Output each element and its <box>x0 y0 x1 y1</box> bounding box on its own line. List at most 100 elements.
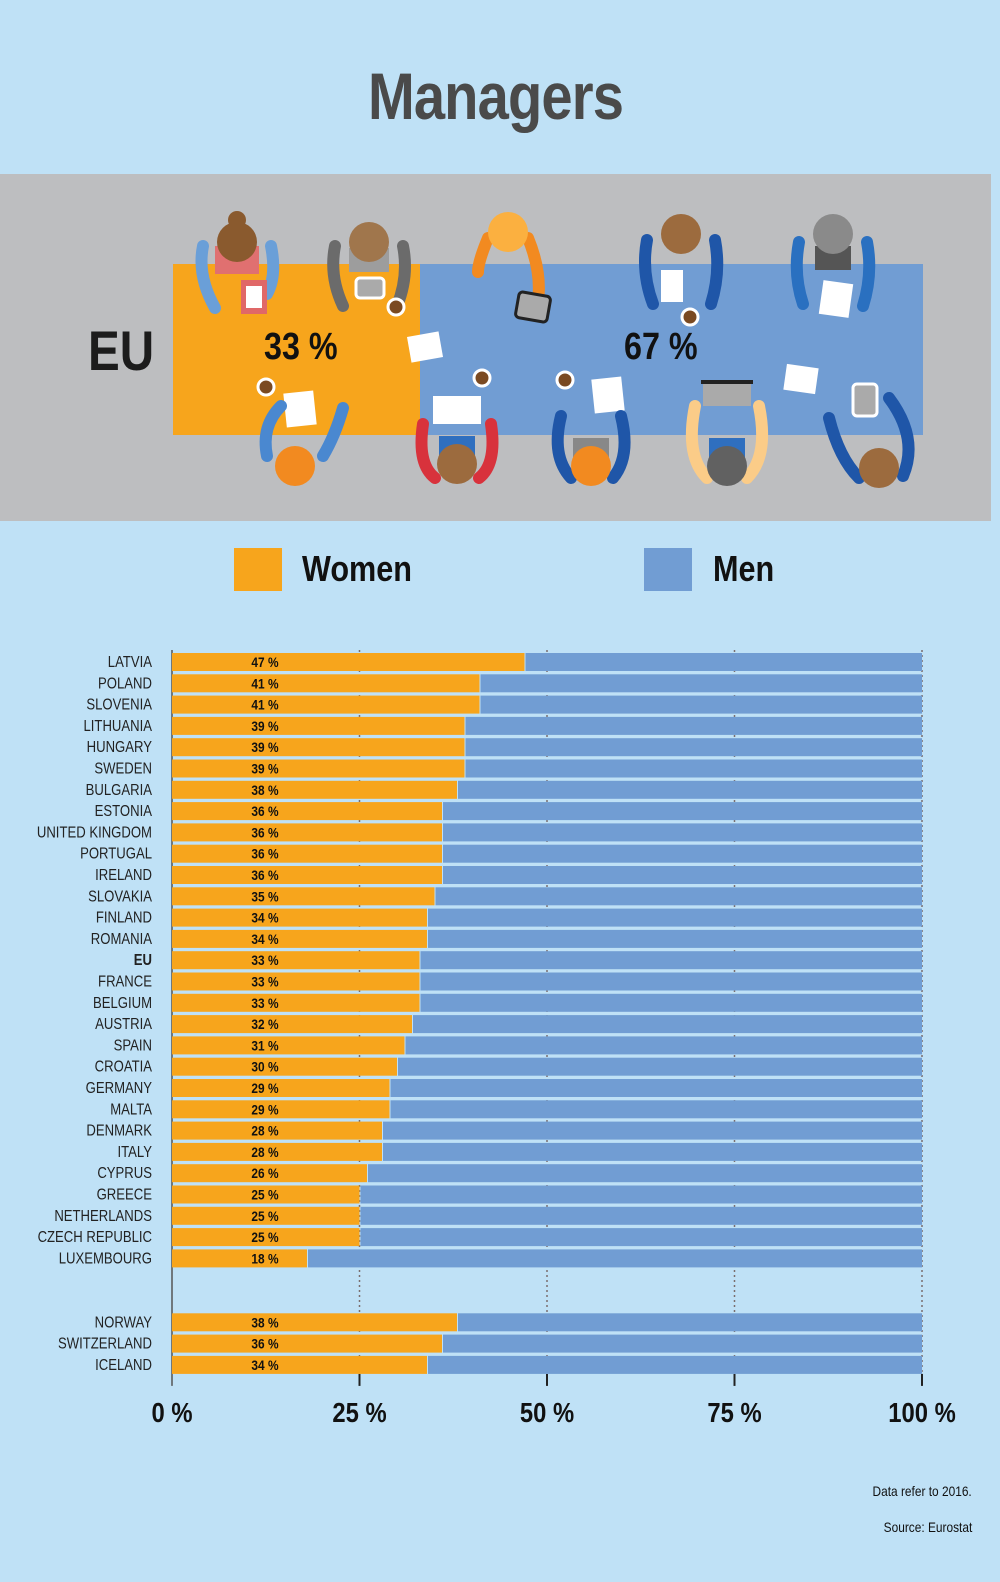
bar-women <box>172 738 465 757</box>
person-icon <box>415 418 499 484</box>
bar-women <box>172 929 427 948</box>
bar-men <box>390 1100 922 1119</box>
category-label: AUSTRIA <box>95 1016 152 1033</box>
document-icon <box>591 376 625 414</box>
chart-document-icon <box>783 363 819 395</box>
category-label: CZECH REPUBLIC <box>38 1229 152 1246</box>
category-label: ROMANIA <box>91 931 152 948</box>
laptop-icon <box>433 396 481 424</box>
data-label: 29 % <box>251 1101 279 1117</box>
person-icon <box>551 410 631 486</box>
bar-men <box>465 759 922 778</box>
bar-women <box>172 1206 360 1225</box>
category-label: NETHERLANDS <box>54 1208 152 1225</box>
eu-men-percentage: 67 % <box>624 326 698 368</box>
data-label: 29 % <box>251 1080 279 1096</box>
category-label: FINLAND <box>96 909 152 926</box>
data-label: 39 % <box>251 739 279 755</box>
data-label: 38 % <box>251 1314 279 1330</box>
data-label: 25 % <box>251 1187 279 1203</box>
bar-women <box>172 780 457 799</box>
data-label: 34 % <box>251 910 279 926</box>
person-icon <box>823 392 915 488</box>
data-label: 47 % <box>251 654 279 670</box>
category-label: SWITZERLAND <box>58 1335 152 1352</box>
data-label: 38 % <box>251 782 279 798</box>
bar-men <box>420 972 922 991</box>
bar-women <box>172 1355 427 1374</box>
legend-label-men: Men <box>713 548 775 589</box>
bar-women <box>172 866 442 884</box>
page-title: Managers <box>367 59 624 133</box>
data-label: 33 % <box>251 974 279 990</box>
bar-women <box>172 1313 457 1332</box>
legend-label-women: Women <box>302 548 412 589</box>
category-label: SLOVENIA <box>86 696 152 713</box>
bar-men <box>390 1079 922 1097</box>
category-label: BULGARIA <box>86 782 153 799</box>
coffee-cup-icon <box>386 297 406 317</box>
bar-women <box>172 716 465 735</box>
person-icon <box>790 214 876 312</box>
category-label: BELGIUM <box>93 995 152 1012</box>
category-label: PORTUGAL <box>80 846 152 863</box>
bar-men <box>428 908 922 927</box>
laptop-icon <box>703 384 751 406</box>
legend-swatch-men <box>644 548 692 591</box>
bar-men <box>360 1228 922 1247</box>
bar-women <box>172 972 420 991</box>
bar-women <box>172 844 442 863</box>
category-label: SLOVAKIA <box>88 888 152 905</box>
data-label: 36 % <box>251 1336 279 1352</box>
x-tick-label: 75 % <box>707 1396 761 1428</box>
bar-men <box>398 1057 922 1076</box>
bar-men <box>308 1249 922 1268</box>
bar-men <box>428 1355 922 1374</box>
footnote-source: Source: Eurostat <box>883 1519 972 1535</box>
coffee-cup-icon <box>680 307 700 327</box>
bar-men <box>383 1142 922 1161</box>
data-label: 28 % <box>251 1144 279 1160</box>
category-label: MALTA <box>110 1101 152 1118</box>
notepad-icon <box>661 270 683 302</box>
data-label: 32 % <box>251 1016 279 1032</box>
data-label: 36 % <box>251 846 279 862</box>
category-label: UNITED KINGDOM <box>37 824 152 841</box>
chart-document-icon <box>406 331 444 363</box>
bar-women <box>172 951 420 970</box>
data-label: 25 % <box>251 1229 279 1245</box>
category-label: LITHUANIA <box>83 718 152 735</box>
bar-men <box>443 1334 922 1353</box>
category-label: CYPRUS <box>97 1165 152 1182</box>
data-label: 18 % <box>251 1250 279 1266</box>
bar-men <box>443 844 922 863</box>
data-label: 30 % <box>251 1059 279 1075</box>
bar-women <box>172 1057 397 1076</box>
person-icon <box>685 400 769 486</box>
bar-women <box>172 695 480 714</box>
person-icon <box>639 214 724 310</box>
category-label: SWEDEN <box>94 760 152 777</box>
category-label: LATVIA <box>108 654 152 671</box>
bar-men <box>443 823 922 842</box>
data-label: 36 % <box>251 824 279 840</box>
bar-women <box>172 1036 405 1055</box>
bar-men <box>413 1015 922 1034</box>
x-tick-label: 50 % <box>520 1396 574 1428</box>
bar-women <box>172 993 420 1012</box>
coffee-cup-icon <box>256 377 276 397</box>
bar-men <box>458 1313 922 1332</box>
bar-men <box>360 1185 922 1204</box>
device-icon <box>354 276 386 300</box>
bar-women <box>172 1015 412 1034</box>
bar-women <box>172 1334 442 1353</box>
bar-women <box>172 1185 360 1204</box>
category-label: GERMANY <box>86 1080 153 1097</box>
tablet-icon <box>514 290 552 324</box>
bar-men <box>360 1206 922 1225</box>
category-label: LUXEMBOURG <box>59 1250 152 1267</box>
bar-men <box>428 929 922 948</box>
legend-swatch-women <box>234 548 282 591</box>
x-tick-label: 100 % <box>888 1396 955 1428</box>
bar-women <box>172 759 465 778</box>
